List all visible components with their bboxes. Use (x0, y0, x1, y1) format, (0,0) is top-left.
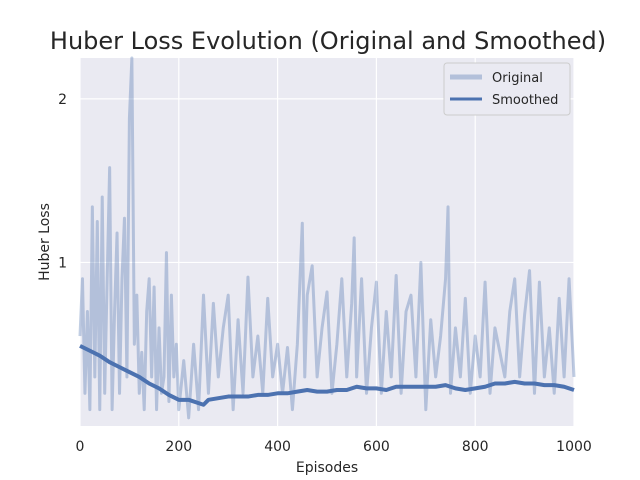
legend-label-original: Original (492, 71, 543, 86)
x-tick-label: 0 (76, 439, 85, 455)
x-axis-label: Episodes (296, 460, 358, 476)
x-tick-label: 600 (363, 439, 390, 455)
legend: Original Smoothed (443, 62, 571, 116)
ticks: 0 200 400 600 800 1000 1 2 (58, 92, 592, 455)
y-tick-label: 1 (58, 255, 67, 271)
grid (79, 58, 575, 426)
legend-label-smoothed: Smoothed (492, 93, 558, 108)
series-original-line (78, 56, 576, 420)
x-tick-label: 200 (165, 439, 192, 455)
x-tick-label: 800 (462, 439, 489, 455)
legend-box (443, 62, 571, 116)
series-layer (78, 56, 576, 420)
y-tick-label: 2 (58, 92, 67, 108)
chart-title: Huber Loss Evolution (Original and Smoot… (50, 27, 606, 55)
plot-area (80, 58, 574, 426)
y-axis-label: Huber Loss (37, 203, 53, 281)
x-tick-label: 400 (264, 439, 291, 455)
series-smoothed-line (79, 344, 575, 407)
x-tick-label: 1000 (556, 439, 592, 455)
